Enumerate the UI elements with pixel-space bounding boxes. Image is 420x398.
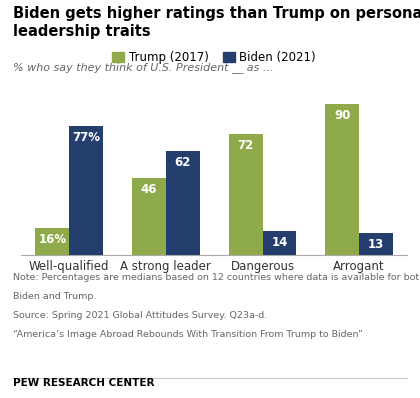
Bar [262, 231, 297, 255]
Text: Biden and Trump.: Biden and Trump. [13, 292, 96, 301]
Text: 62: 62 [175, 156, 191, 169]
Text: Biden gets higher ratings than Trump on personal,
leadership traits: Biden gets higher ratings than Trump on … [13, 6, 420, 39]
Bar [166, 151, 200, 255]
Bar [132, 178, 166, 255]
Text: 14: 14 [271, 236, 288, 249]
Text: 46: 46 [141, 183, 157, 196]
Text: 13: 13 [368, 238, 384, 251]
Bar [36, 228, 69, 255]
Text: 77%: 77% [72, 131, 100, 144]
Bar [359, 233, 393, 255]
Text: 72: 72 [237, 139, 254, 152]
Bar [229, 135, 262, 255]
Text: Source: Spring 2021 Global Attitudes Survey. Q23a-d.: Source: Spring 2021 Global Attitudes Sur… [13, 311, 267, 320]
Text: 90: 90 [334, 109, 350, 122]
Bar [69, 126, 103, 255]
Text: PEW RESEARCH CENTER: PEW RESEARCH CENTER [13, 378, 154, 388]
Text: % who say they think of U.S. President __ as ...: % who say they think of U.S. President _… [13, 62, 273, 72]
Bar [326, 104, 359, 255]
Text: “America’s Image Abroad Rebounds With Transition From Trump to Biden”: “America’s Image Abroad Rebounds With Tr… [13, 330, 362, 339]
Text: 16%: 16% [38, 233, 66, 246]
Text: Note: Percentages are medians based on 12 countries where data is available for : Note: Percentages are medians based on 1… [13, 273, 420, 282]
Legend: Trump (2017), Biden (2021): Trump (2017), Biden (2021) [108, 47, 321, 69]
